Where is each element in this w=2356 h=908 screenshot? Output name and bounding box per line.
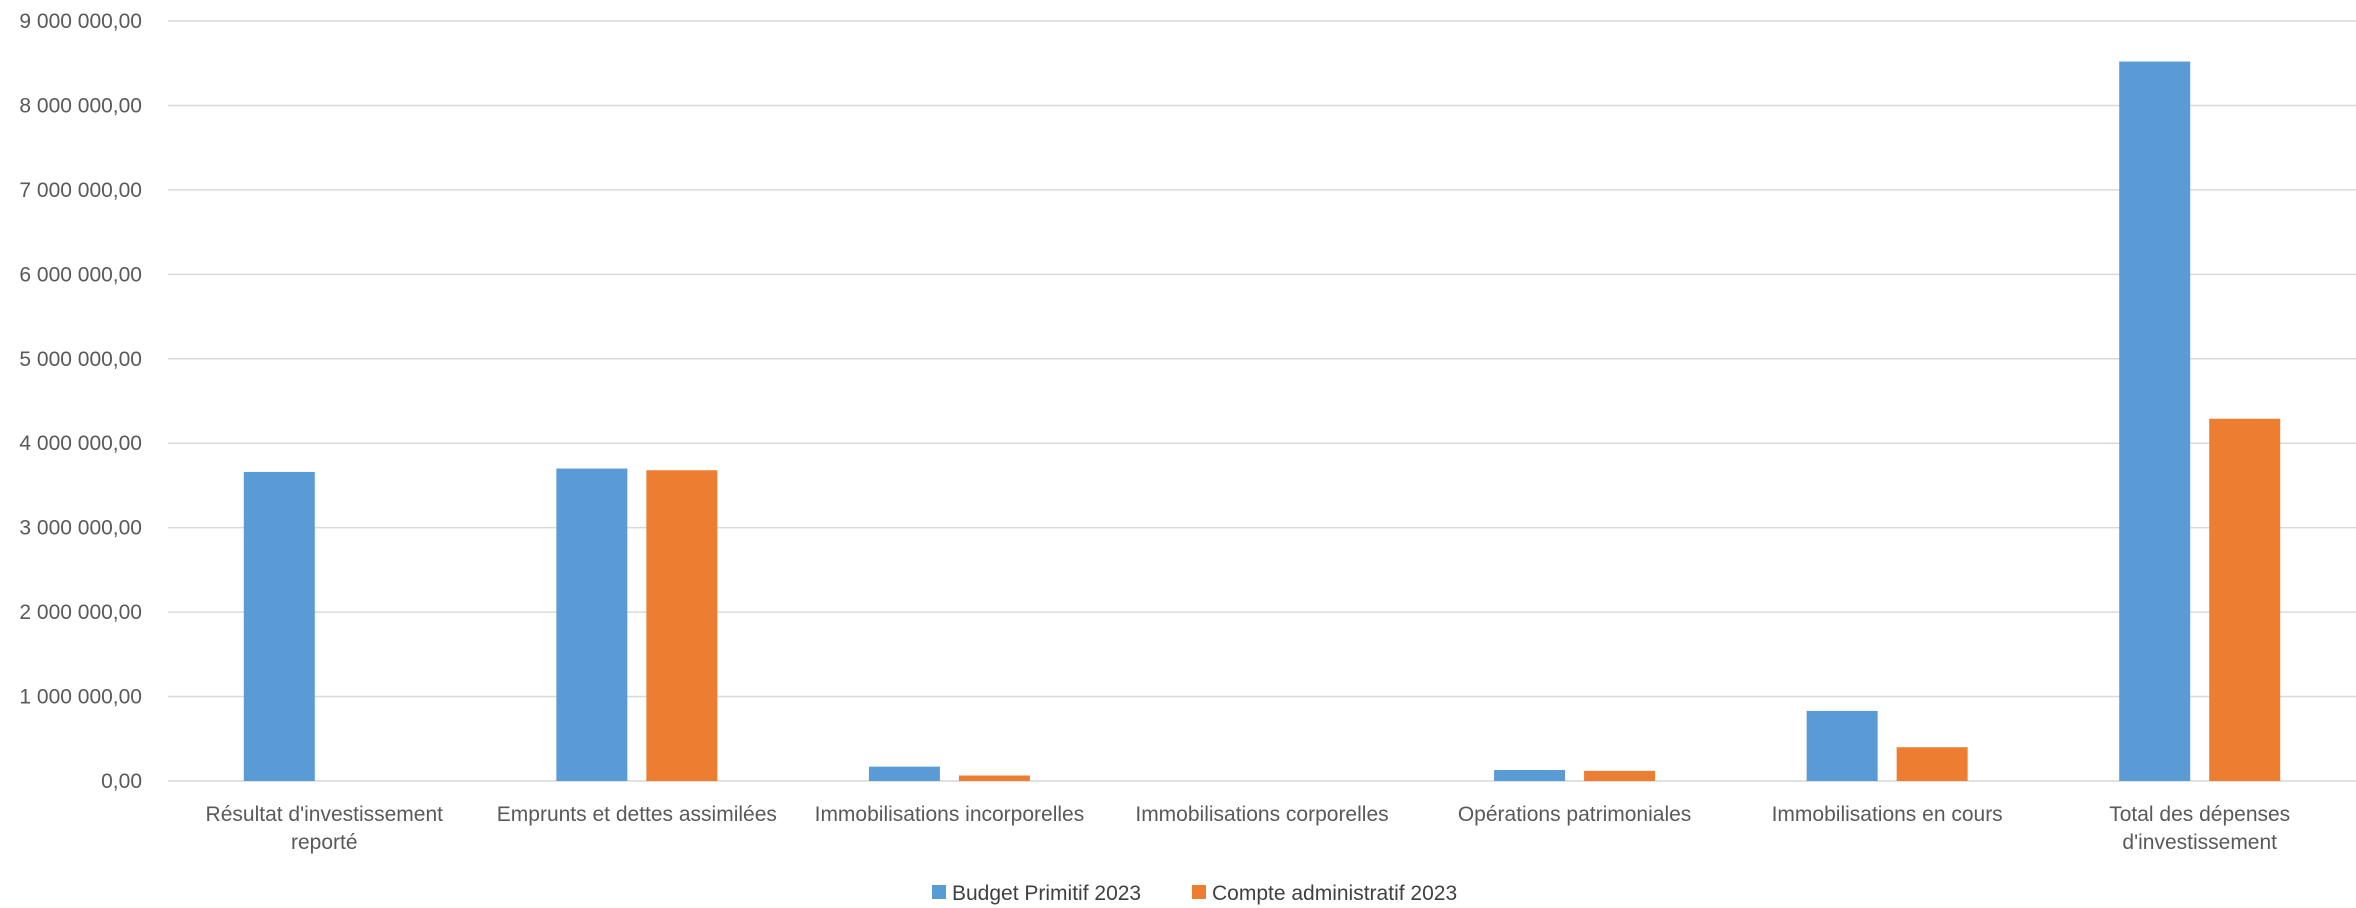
x-category-label: Immobilisations incorporelles bbox=[815, 803, 1085, 826]
x-category-label-line: Immobilisations incorporelles bbox=[815, 803, 1085, 826]
x-category-label: Immobilisations en cours bbox=[1772, 803, 2003, 826]
x-category-label: Total des dépenses d'investissement bbox=[2109, 803, 2290, 854]
bar-compte-administratif bbox=[646, 470, 718, 781]
gridlines bbox=[168, 20, 2356, 782]
y-tick-label: 6 000 000,00 bbox=[19, 263, 142, 286]
bar-budget-primitif bbox=[868, 766, 940, 781]
y-axis-tick-labels: 0,00 1 000 000,00 2 000 000,00 3 000 000,00… bbox=[19, 10, 142, 793]
x-axis-category-labels: Résultat d'investissement reporté Emprunts… bbox=[206, 803, 2291, 854]
bar-compte-administratif bbox=[2209, 418, 2281, 781]
y-tick-label: 5 000 000,00 bbox=[19, 348, 142, 371]
y-tick-label: 0,00 bbox=[101, 770, 142, 793]
y-tick-label: 9 000 000,00 bbox=[19, 10, 142, 33]
x-category-label: Immobilisations corporelles bbox=[1135, 803, 1388, 826]
bar-budget-primitif bbox=[1494, 770, 1566, 781]
x-category-label-line: Opérations patrimoniales bbox=[1458, 803, 1691, 826]
bar-budget-primitif bbox=[2119, 61, 2191, 782]
x-category-label: Résultat d'investissement reporté bbox=[206, 803, 444, 854]
y-tick-label: 8 000 000,00 bbox=[19, 94, 142, 117]
x-category-label-line: d'investissement bbox=[2122, 831, 2277, 854]
bar-compte-administratif bbox=[958, 775, 1030, 781]
y-tick-label: 2 000 000,00 bbox=[19, 601, 142, 624]
legend-swatch bbox=[932, 885, 946, 899]
legend-label: Budget Primitif 2023 bbox=[952, 882, 1141, 905]
bar-compte-administratif bbox=[1896, 747, 1968, 781]
x-category-label: Opérations patrimoniales bbox=[1458, 803, 1691, 826]
legend: Budget Primitif 2023 Compte administratif… bbox=[932, 882, 1457, 905]
bars bbox=[243, 61, 2281, 782]
x-category-label-line: Immobilisations corporelles bbox=[1135, 803, 1388, 826]
x-category-label: Emprunts et dettes assimilées bbox=[497, 803, 777, 826]
x-category-label-line: Immobilisations en cours bbox=[1772, 803, 2003, 826]
y-tick-label: 4 000 000,00 bbox=[19, 432, 142, 455]
y-tick-label: 1 000 000,00 bbox=[19, 686, 142, 709]
y-tick-label: 7 000 000,00 bbox=[19, 179, 142, 202]
x-category-label-line: Total des dépenses bbox=[2109, 803, 2290, 826]
bar-budget-primitif bbox=[243, 471, 315, 781]
bar-compte-administratif bbox=[1584, 770, 1656, 781]
legend-label: Compte administratif 2023 bbox=[1212, 882, 1457, 905]
y-tick-label: 3 000 000,00 bbox=[19, 517, 142, 540]
bar-budget-primitif bbox=[1806, 710, 1878, 781]
x-category-label-line: Emprunts et dettes assimilées bbox=[497, 803, 777, 826]
legend-swatch bbox=[1192, 885, 1206, 899]
x-category-label-line: reporté bbox=[291, 831, 358, 854]
x-category-label-line: Résultat d'investissement bbox=[206, 803, 444, 826]
bar-budget-primitif bbox=[556, 468, 628, 781]
